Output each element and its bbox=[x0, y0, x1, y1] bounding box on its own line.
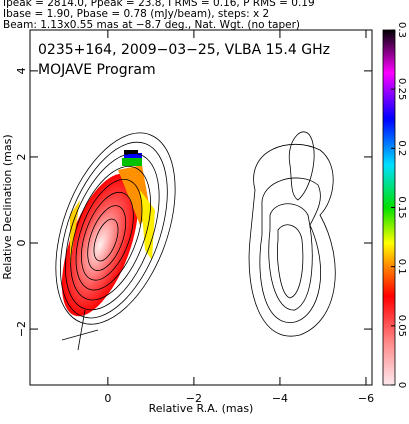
y-tick-label: 0 bbox=[15, 240, 28, 247]
map-image bbox=[55, 131, 336, 351]
annotation: 0235+164, 2009−03−25, VLBA 15.4 GHz bbox=[38, 42, 330, 58]
colorbar-tick-label: 0.1 bbox=[396, 259, 407, 275]
x-tick-label: −2 bbox=[186, 392, 202, 405]
x-tick-label: 0 bbox=[104, 392, 111, 405]
colorbar-tick-label: 0.05 bbox=[396, 315, 407, 337]
x-tick-label: −6 bbox=[358, 392, 374, 405]
header-line: Ibase = 1.90, Pbase = 0.78 (mJy/beam), s… bbox=[3, 8, 269, 20]
header-line: Beam: 1.13x0.55 mas at −8.7 deg., Nat. W… bbox=[3, 19, 300, 31]
y-tick-label: −2 bbox=[15, 321, 28, 337]
plot-frame bbox=[29, 29, 373, 386]
x-axis-label: Relative R.A. (mas) bbox=[149, 402, 254, 415]
y-axis-label: Relative Declination (mas) bbox=[1, 134, 14, 279]
y-tick-label: 4 bbox=[15, 67, 28, 74]
x-tick-label: −4 bbox=[272, 392, 288, 405]
colorbar-tick-label: 0.2 bbox=[396, 140, 407, 156]
y-tick-label: 2 bbox=[15, 153, 28, 160]
colorbar-tick-label: 0.15 bbox=[396, 196, 407, 218]
header-line: Ipeak = 2814.0, Ppeak = 23.8, I RMS = 0.… bbox=[3, 0, 315, 9]
annotation: MOJAVE Program bbox=[38, 62, 156, 78]
colorbar-tick-label: 0.25 bbox=[396, 78, 407, 100]
colorbar-tick-label: 0.3 bbox=[396, 22, 407, 38]
colorbar-tick-label: 0 bbox=[396, 382, 407, 388]
